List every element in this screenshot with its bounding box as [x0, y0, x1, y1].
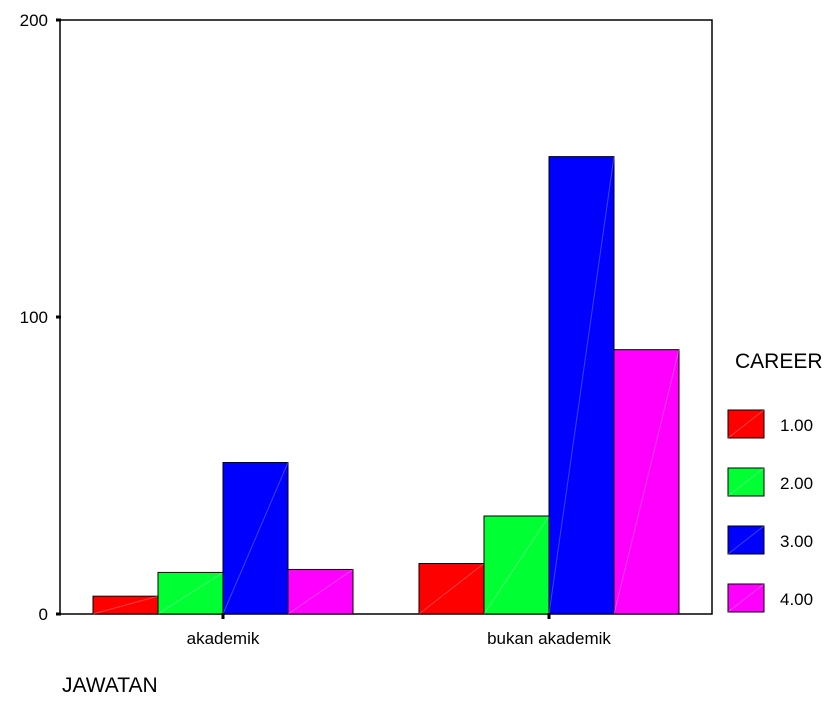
legend-swatch-sheen — [727, 583, 765, 613]
bar-sheen — [287, 569, 354, 615]
legend-swatch-sheen — [727, 525, 765, 555]
y-tick-label: 200 — [20, 11, 48, 30]
legend-swatch — [727, 409, 765, 439]
bar — [483, 515, 550, 615]
y-tick-label: 0 — [39, 605, 48, 624]
x-tick-label: akademik — [187, 629, 260, 648]
bar — [418, 563, 485, 615]
x-tick-label: bukan akademik — [487, 629, 611, 648]
bar — [548, 156, 615, 615]
y-axis: 0 100 200 — [20, 11, 61, 624]
legend-title: CAREER — [735, 350, 823, 373]
legend-swatch — [727, 467, 765, 497]
bar-sheen — [613, 349, 680, 615]
bar — [287, 568, 354, 615]
bar — [222, 462, 289, 615]
bars — [92, 156, 680, 615]
legend-swatch-sheen — [727, 467, 765, 497]
legend-label: 2.00 — [780, 474, 813, 493]
legend-swatch-sheen — [727, 409, 765, 439]
bar — [157, 571, 224, 615]
bar-sheen — [548, 156, 615, 615]
legend-label: 1.00 — [780, 416, 813, 435]
y-tick-label: 100 — [20, 308, 48, 327]
bar — [613, 349, 680, 615]
legend-label: 3.00 — [780, 532, 813, 551]
x-axis: akademik bukan akademik — [187, 613, 611, 648]
bar-sheen — [418, 563, 485, 615]
legend-swatch — [727, 583, 765, 613]
bar-sheen — [483, 515, 550, 615]
bar-sheen — [92, 595, 159, 615]
bar-sheen — [157, 571, 224, 615]
bar-sheen — [222, 462, 289, 615]
legend: CAREER 1.00 2.00 3.00 4.00 — [727, 350, 823, 613]
legend-label: 4.00 — [780, 590, 813, 609]
x-axis-label: JAWATAN — [62, 674, 158, 697]
legend-swatch — [727, 525, 765, 555]
